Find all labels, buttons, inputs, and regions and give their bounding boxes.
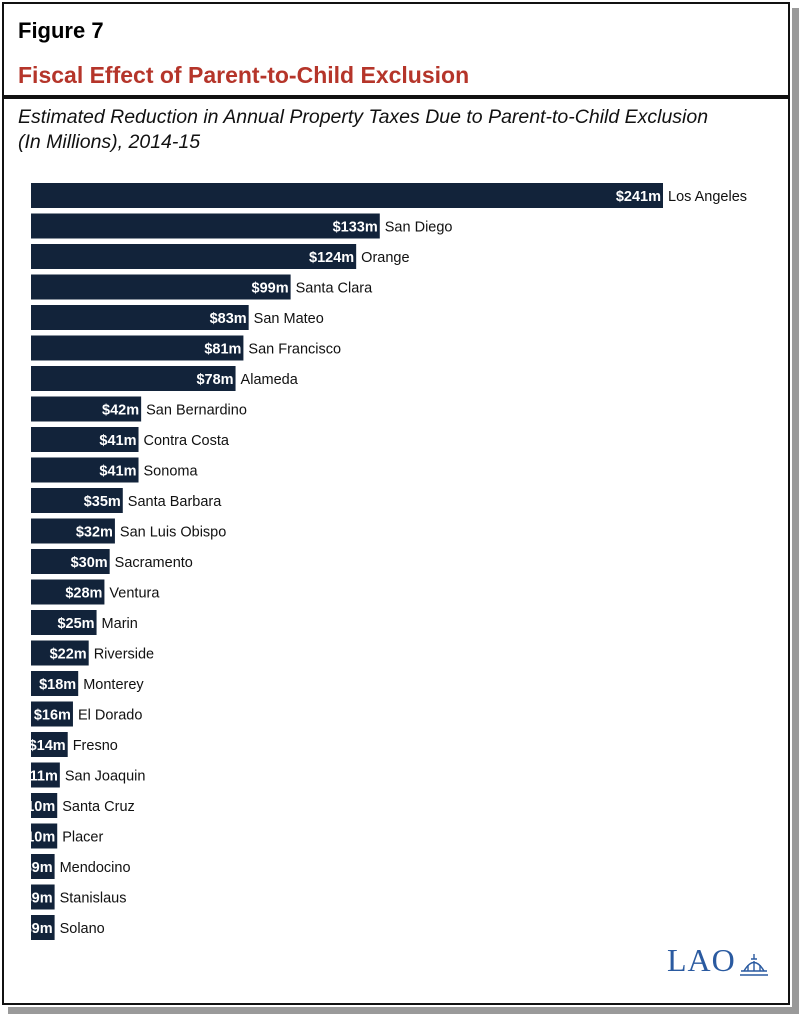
bar xyxy=(31,427,139,452)
bar xyxy=(31,884,55,910)
bar-value-label: $18m xyxy=(39,677,76,693)
bar-category-label: Los Angeles xyxy=(668,189,747,205)
bar xyxy=(31,640,89,666)
bar-category-label: San Luis Obispo xyxy=(120,525,226,541)
bar-category-label: Mendocino xyxy=(60,860,131,876)
bar xyxy=(31,274,291,300)
bar-value-label: $9m xyxy=(24,891,53,907)
chart-subtitle: Estimated Reduction in Annual Property T… xyxy=(18,105,708,155)
bar xyxy=(31,610,97,635)
bar-value-label: $42m xyxy=(102,403,139,419)
bar xyxy=(31,457,139,483)
bar-value-label: $41m xyxy=(99,433,136,449)
bar-value-label: $10m xyxy=(18,830,55,846)
bar-value-label: $9m xyxy=(24,921,53,937)
bar xyxy=(31,305,249,330)
bar xyxy=(31,366,236,391)
bar-value-label: $16m xyxy=(34,708,71,724)
bar-category-label: Marin xyxy=(102,616,138,632)
bar-category-label: Fresno xyxy=(73,738,118,754)
bar-category-label: San Francisco xyxy=(248,342,341,358)
bar xyxy=(31,732,68,757)
bar xyxy=(31,579,105,605)
bar-category-label: Contra Costa xyxy=(144,433,230,449)
bar-category-label: Riverside xyxy=(94,647,154,663)
bar xyxy=(31,335,244,361)
title-divider xyxy=(4,95,788,99)
bar xyxy=(31,701,73,727)
bar-category-label: Santa Cruz xyxy=(62,799,135,815)
bar-category-label: Orange xyxy=(361,250,409,266)
bar-category-label: Monterey xyxy=(83,677,144,693)
figure-title: Fiscal Effect of Parent-to-Child Exclusi… xyxy=(18,62,470,88)
bar-value-label: $99m xyxy=(252,281,289,297)
bar xyxy=(31,183,663,208)
bar xyxy=(31,671,79,696)
bar-category-label: San Mateo xyxy=(254,311,324,327)
bar-value-label: $11m xyxy=(22,769,58,785)
bar-category-label: Sonoma xyxy=(144,464,199,480)
bar-category-label: Alameda xyxy=(241,372,299,388)
bar-value-label: $25m xyxy=(57,616,94,632)
figure-frame xyxy=(2,2,790,1005)
lao-logo: LAO xyxy=(667,940,771,980)
figure-label: Figure 7 xyxy=(18,18,104,43)
bar-value-label: $241m xyxy=(616,189,661,205)
bar-value-label: $32m xyxy=(76,525,113,541)
bar-category-label: Ventura xyxy=(109,586,160,602)
bar-value-label: $133m xyxy=(333,220,378,236)
bar-value-label: $41m xyxy=(99,464,136,480)
lao-logo-text: LAO xyxy=(667,942,736,978)
bar xyxy=(31,549,110,574)
capitol-dome-icon xyxy=(740,954,768,976)
bar xyxy=(31,518,115,544)
subtitle-line-2: (In Millions), 2014-15 xyxy=(18,131,201,153)
bar-category-label: Santa Clara xyxy=(296,281,374,297)
bar xyxy=(31,244,357,269)
bar-category-label: San Joaquin xyxy=(65,769,146,785)
bar-value-label: $83m xyxy=(210,311,247,327)
frame-shadow-bottom xyxy=(8,1007,799,1014)
bar-value-label: $124m xyxy=(309,250,354,266)
bar-value-label: $35m xyxy=(84,494,121,510)
bar-category-label: Placer xyxy=(62,830,103,846)
bar xyxy=(31,762,60,788)
bar xyxy=(31,396,142,422)
bar-value-label: $10m xyxy=(18,799,55,815)
bar xyxy=(31,823,58,849)
bar-value-label: $28m xyxy=(65,586,102,602)
bar-value-label: $30m xyxy=(71,555,108,571)
bar-value-label: $22m xyxy=(50,647,87,663)
bar-value-label: $78m xyxy=(196,372,233,388)
bar xyxy=(31,854,55,879)
bar xyxy=(31,915,55,940)
bar-category-label: Solano xyxy=(60,921,105,937)
bar-category-label: Sacramento xyxy=(115,555,193,571)
bar-value-label: $14m xyxy=(29,738,66,754)
bar-value-label: $9m xyxy=(24,860,53,876)
bar-value-label: $81m xyxy=(204,342,241,358)
bar-category-label: San Bernardino xyxy=(146,403,247,419)
bar-category-label: El Dorado xyxy=(78,708,142,724)
bar xyxy=(31,793,58,818)
bar-category-label: Stanislaus xyxy=(60,891,127,907)
subtitle-line-1: Estimated Reduction in Annual Property T… xyxy=(18,106,709,128)
bar xyxy=(31,488,123,513)
bar-category-label: San Diego xyxy=(385,220,453,236)
bar xyxy=(31,213,380,239)
bar-category-label: Santa Barbara xyxy=(128,494,222,510)
frame-shadow-right xyxy=(792,8,799,1012)
